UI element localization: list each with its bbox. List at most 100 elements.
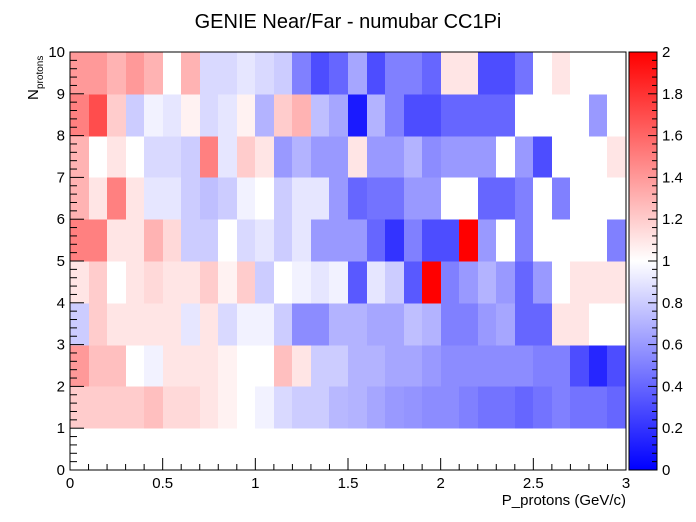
heatmap-cell xyxy=(311,386,330,429)
heatmap-cell xyxy=(515,261,534,304)
heatmap-cell xyxy=(200,52,219,95)
x-tick-label: 0.5 xyxy=(152,475,173,492)
y-tick-label: 8 xyxy=(57,128,65,145)
heatmap-cell xyxy=(144,345,164,387)
heatmap-cell xyxy=(126,428,145,471)
heatmap-cell xyxy=(107,136,127,178)
heatmap-cell xyxy=(181,52,201,95)
heatmap-cell xyxy=(237,177,256,220)
heatmap-cell xyxy=(348,428,368,471)
heatmap-cell xyxy=(126,136,145,178)
heatmap-cell xyxy=(292,94,312,137)
heatmap-cell xyxy=(70,94,90,137)
heatmap-cell xyxy=(496,386,516,429)
heatmap-cell xyxy=(348,386,368,429)
heatmap-cell xyxy=(404,177,423,220)
y-tick-label: 6 xyxy=(57,211,65,228)
heatmap-cell xyxy=(404,261,423,304)
heatmap-cell xyxy=(292,136,312,178)
heatmap-cell xyxy=(607,303,627,346)
heatmap-cell xyxy=(552,428,571,471)
heatmap-cell xyxy=(163,261,182,304)
heatmap-cell xyxy=(144,303,164,346)
chart-title: GENIE Near/Far - numubar CC1Pi xyxy=(195,11,502,33)
heatmap-cell xyxy=(348,219,368,262)
heatmap-cell xyxy=(533,52,553,95)
heatmap-cell xyxy=(459,345,479,387)
heatmap-cell xyxy=(385,428,405,471)
heatmap-cell xyxy=(441,345,460,387)
heatmap-cell xyxy=(515,94,534,137)
heatmap-cell xyxy=(570,52,590,95)
x-axis: 0 0.5 1 1.5 2 2.5 3 xyxy=(66,458,630,492)
x-tick-label: 1 xyxy=(251,475,259,492)
heatmap-cell xyxy=(311,52,330,95)
heatmap-cell xyxy=(367,52,386,95)
heatmap-cell xyxy=(107,94,127,137)
heatmap-cell xyxy=(70,261,90,304)
heatmap-cell xyxy=(496,136,516,178)
heatmap-cell xyxy=(181,345,201,387)
heatmap-cell xyxy=(181,261,201,304)
heatmap-cell xyxy=(292,386,312,429)
y-tick-label: 2 xyxy=(57,378,65,395)
heatmap-cell xyxy=(552,136,571,178)
heatmap-cell xyxy=(200,386,219,429)
heatmap-cell xyxy=(200,136,219,178)
heatmap-cell xyxy=(496,177,516,220)
heatmap-cell xyxy=(404,219,423,262)
y-axis: 0 1 2 3 4 5 6 7 8 9 10 xyxy=(48,44,84,479)
heatmap-cell xyxy=(200,428,219,471)
heatmap-cell xyxy=(478,136,497,178)
heatmap-cell xyxy=(255,386,275,429)
heatmap-cell xyxy=(533,177,553,220)
heatmap-cell xyxy=(163,94,182,137)
heatmap-cell xyxy=(589,345,608,387)
heatmap-cell xyxy=(70,219,90,262)
heatmap-cell xyxy=(607,386,627,429)
heatmap-cell xyxy=(367,345,386,387)
heatmap-cell xyxy=(607,94,627,137)
heatmap-cell xyxy=(348,177,368,220)
heatmap-cell xyxy=(589,428,608,471)
heatmap-cell xyxy=(107,261,127,304)
heatmap-cell xyxy=(218,219,238,262)
heatmap-cell xyxy=(107,219,127,262)
heatmap-cell xyxy=(144,136,164,178)
y-tick-label: 0 xyxy=(57,462,65,479)
heatmap-cell xyxy=(255,345,275,387)
heatmap-cell xyxy=(218,386,238,429)
heatmap-cell xyxy=(533,261,553,304)
z-tick-label: 1.6 xyxy=(662,128,683,145)
heatmap-cell xyxy=(237,52,256,95)
heatmap-cell xyxy=(348,261,368,304)
heatmap-cell xyxy=(274,303,293,346)
heatmap-cell xyxy=(348,52,368,95)
heatmap-cell xyxy=(441,303,460,346)
heatmap-cell xyxy=(181,136,201,178)
heatmap-cell xyxy=(441,261,460,304)
z-tick-label: 0.4 xyxy=(662,378,683,395)
heatmap-cell xyxy=(570,261,590,304)
heatmap-cell xyxy=(89,345,108,387)
heatmap-cell xyxy=(570,345,590,387)
heatmap-cells xyxy=(70,52,627,471)
heatmap-cell xyxy=(496,428,516,471)
heatmap-cell xyxy=(218,177,238,220)
x-tick-label: 2 xyxy=(436,475,444,492)
heatmap-cell xyxy=(200,219,219,262)
heatmap-cell xyxy=(367,177,386,220)
heatmap-cell xyxy=(607,261,627,304)
heatmap-cell xyxy=(292,52,312,95)
heatmap-cell xyxy=(496,261,516,304)
heatmap-cell xyxy=(200,303,219,346)
heatmap-cell xyxy=(422,219,442,262)
heatmap-cell xyxy=(311,428,330,471)
heatmap-cell xyxy=(533,219,553,262)
heatmap-cell xyxy=(329,428,349,471)
heatmap-cell xyxy=(181,177,201,220)
heatmap-cell xyxy=(274,428,293,471)
heatmap-cell xyxy=(348,136,368,178)
heatmap-cell xyxy=(70,136,90,178)
